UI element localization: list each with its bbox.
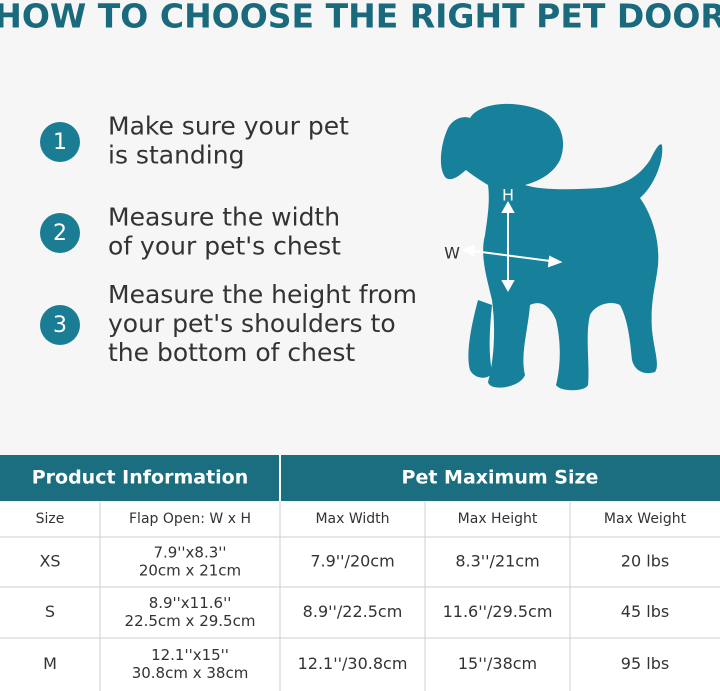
table-cell: 11.6''/29.5cm [443, 602, 553, 621]
column-header: Size [36, 511, 65, 527]
table-cell: 95 lbs [621, 654, 669, 673]
table-cell: S [45, 602, 55, 621]
table-cell: 15''/38cm [458, 654, 537, 673]
table-cell: 12.1''x15'' [151, 646, 229, 664]
table-cell: 8.9''/22.5cm [303, 602, 403, 621]
table-cell: 22.5cm x 29.5cm [125, 612, 256, 630]
table-cell: 20 lbs [621, 552, 669, 571]
column-header: Max Height [458, 511, 538, 527]
column-header: Max Width [315, 511, 389, 527]
group-header: Product Information [32, 467, 249, 489]
title: HOW TO CHOOSE THE RIGHT PET DOOR [0, 0, 720, 36]
step-circle [40, 305, 80, 345]
step-text: of your pet's chest [108, 232, 341, 261]
table-cell: 7.9''/20cm [310, 552, 394, 571]
table-cell: 12.1''/30.8cm [298, 654, 408, 673]
table-header-band [0, 455, 720, 501]
table-cell: 7.9''x8.3'' [153, 544, 226, 562]
column-header: Max Weight [604, 511, 687, 527]
step-number: 3 [53, 313, 67, 338]
table-cell: XS [39, 552, 60, 571]
table-cell: 45 lbs [621, 602, 669, 621]
table: Product Information Pet Maximum Size Size F… [0, 455, 720, 691]
table-cell: 8.9''x11.6'' [149, 594, 232, 612]
step-circle [40, 213, 80, 253]
step-text: Measure the width [108, 203, 340, 232]
step-text: Make sure your pet [108, 112, 349, 141]
measure-arrows [461, 200, 563, 293]
step-text: is standing [108, 141, 244, 170]
step-circle [40, 122, 80, 162]
step-text: Measure the height from [108, 280, 417, 309]
height-label: H [502, 186, 514, 205]
table-cell: 30.8cm x 38cm [132, 664, 249, 682]
table-cell: 20cm x 21cm [139, 562, 241, 580]
dog [440, 103, 663, 391]
table-cell: 8.3''/21cm [455, 552, 539, 571]
table-body [0, 501, 720, 691]
group-header: Pet Maximum Size [402, 467, 599, 489]
step-text: the bottom of chest [108, 338, 355, 367]
step-number: 2 [53, 221, 67, 246]
step-number: 1 [53, 130, 67, 155]
column-header: Flap Open: W x H [129, 511, 251, 527]
table-cell: M [43, 654, 57, 673]
width-label: W [444, 244, 460, 263]
step-text: your pet's shoulders to [108, 309, 396, 338]
